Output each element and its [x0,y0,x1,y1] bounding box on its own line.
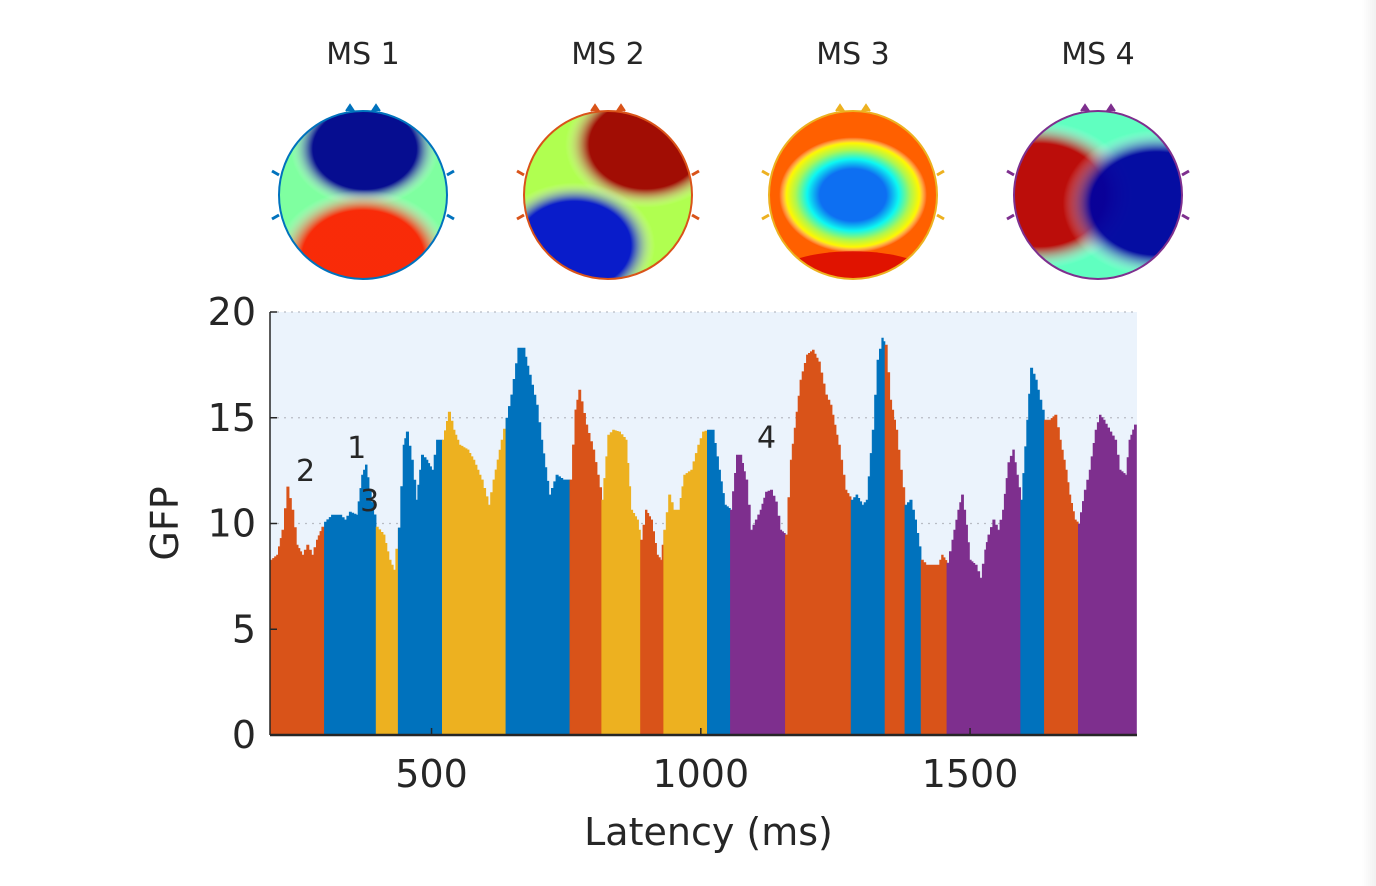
ear-marker-icon [936,169,945,177]
ear-marker-icon [761,169,770,177]
topomap-ms1: MS 1 [271,37,455,280]
edge-shadow [1362,0,1376,886]
head-outline [523,110,693,280]
segment-ms1-3 [397,431,443,736]
scalp-map [769,111,937,279]
ear-marker-icon [691,169,700,177]
axes [269,311,1137,737]
segment-ms3-2 [375,526,399,736]
ear-marker-icon [761,213,770,221]
ear-marker-icon [936,213,945,221]
segment-ms4-17 [946,449,1021,736]
segment-ms3-7 [601,429,641,736]
ear-marker-icon [516,169,525,177]
segment-ms2-19 [1044,414,1079,736]
gfp-segments [270,337,1137,736]
y-tick-label-5: 5 [232,607,256,651]
nose-marker-icon [371,103,381,112]
tick-labels: 0 5 10 15 20 500 1000 1500 [208,290,1019,796]
gfp-chart: 0 5 10 15 20 500 1000 1500 Latency (ms) GFP 21 3… [143,290,1137,854]
ear-marker-icon [271,169,280,177]
segment-ms2-0 [270,486,325,736]
y-axis-label: GFP [143,486,187,560]
segment-ms2-14 [884,344,906,736]
segment-ms1-18 [1020,367,1045,736]
annotations: 21 3 4 [296,420,776,518]
potential-blob [779,137,927,253]
potential-blob [524,182,656,279]
segment-annotation-3: 3 [360,484,379,519]
y-tick-label-20: 20 [208,290,256,334]
nose-marker-icon [345,103,355,112]
nose-marker-icon [1080,103,1090,112]
segment-ms2-6 [569,389,602,736]
topomap-row: MS 1 MS 2 MS 3 MS 4 [271,37,1190,280]
potential-blob [777,251,929,279]
head-outline [278,110,448,280]
segment-ms4-20 [1078,414,1137,736]
segment-ms2-12 [785,349,852,736]
scalp-map [1014,111,1182,279]
y-tick-label-0: 0 [232,713,256,757]
ear-marker-icon [1181,213,1190,221]
nose-marker-icon [616,103,626,112]
segment-annotation-4: 4 [757,420,776,455]
ear-marker-icon [516,213,525,221]
nose-marker-icon [1106,103,1116,112]
topomap-ms3: MS 3 [761,37,945,280]
topomap-title: MS 2 [571,37,645,72]
ear-marker-icon [1006,169,1015,177]
x-tick-label-1000: 1000 [652,752,749,796]
ear-marker-icon [1006,213,1015,221]
ear-marker-icon [691,213,700,221]
topomap-title: MS 1 [326,37,400,72]
y-tick-label-15: 15 [208,396,256,440]
segment-annotation-1: 1 [347,431,366,466]
scalp-map [279,111,447,279]
ear-marker-icon [1181,169,1190,177]
nose-marker-icon [590,103,600,112]
segment-ms3-9 [663,430,708,736]
head-outline [768,110,938,280]
segment-ms3-4 [442,411,507,736]
topomap-ms4: MS 4 [1006,37,1190,280]
segment-ms1-10 [707,429,731,736]
potential-blob [290,111,439,207]
segment-ms1-15 [904,499,922,736]
segment-ms2-8 [640,509,664,736]
x-axis-label: Latency (ms) [584,810,833,854]
x-tick-label-500: 500 [395,752,468,796]
nose-marker-icon [835,103,845,112]
topomap-ms2: MS 2 [516,37,700,280]
topomap-title: MS 4 [1061,37,1135,72]
topomap-title: MS 3 [816,37,890,72]
nose-marker-icon [861,103,871,112]
segment-ms1-1 [324,464,377,736]
ear-marker-icon [446,213,455,221]
ear-marker-icon [446,169,455,177]
x-tick-label-1500: 1500 [922,752,1019,796]
head-outline [1013,110,1183,280]
ear-marker-icon [271,213,280,221]
segment-annotation-2: 2 [296,454,315,489]
segment-ms2-16 [920,554,948,736]
segment-ms1-5 [505,347,571,736]
potential-blob [279,189,447,279]
y-tick-label-10: 10 [208,502,256,546]
segment-ms1-13 [850,337,886,736]
segment-ms4-11 [730,454,786,736]
potential-blob [1062,129,1182,277]
